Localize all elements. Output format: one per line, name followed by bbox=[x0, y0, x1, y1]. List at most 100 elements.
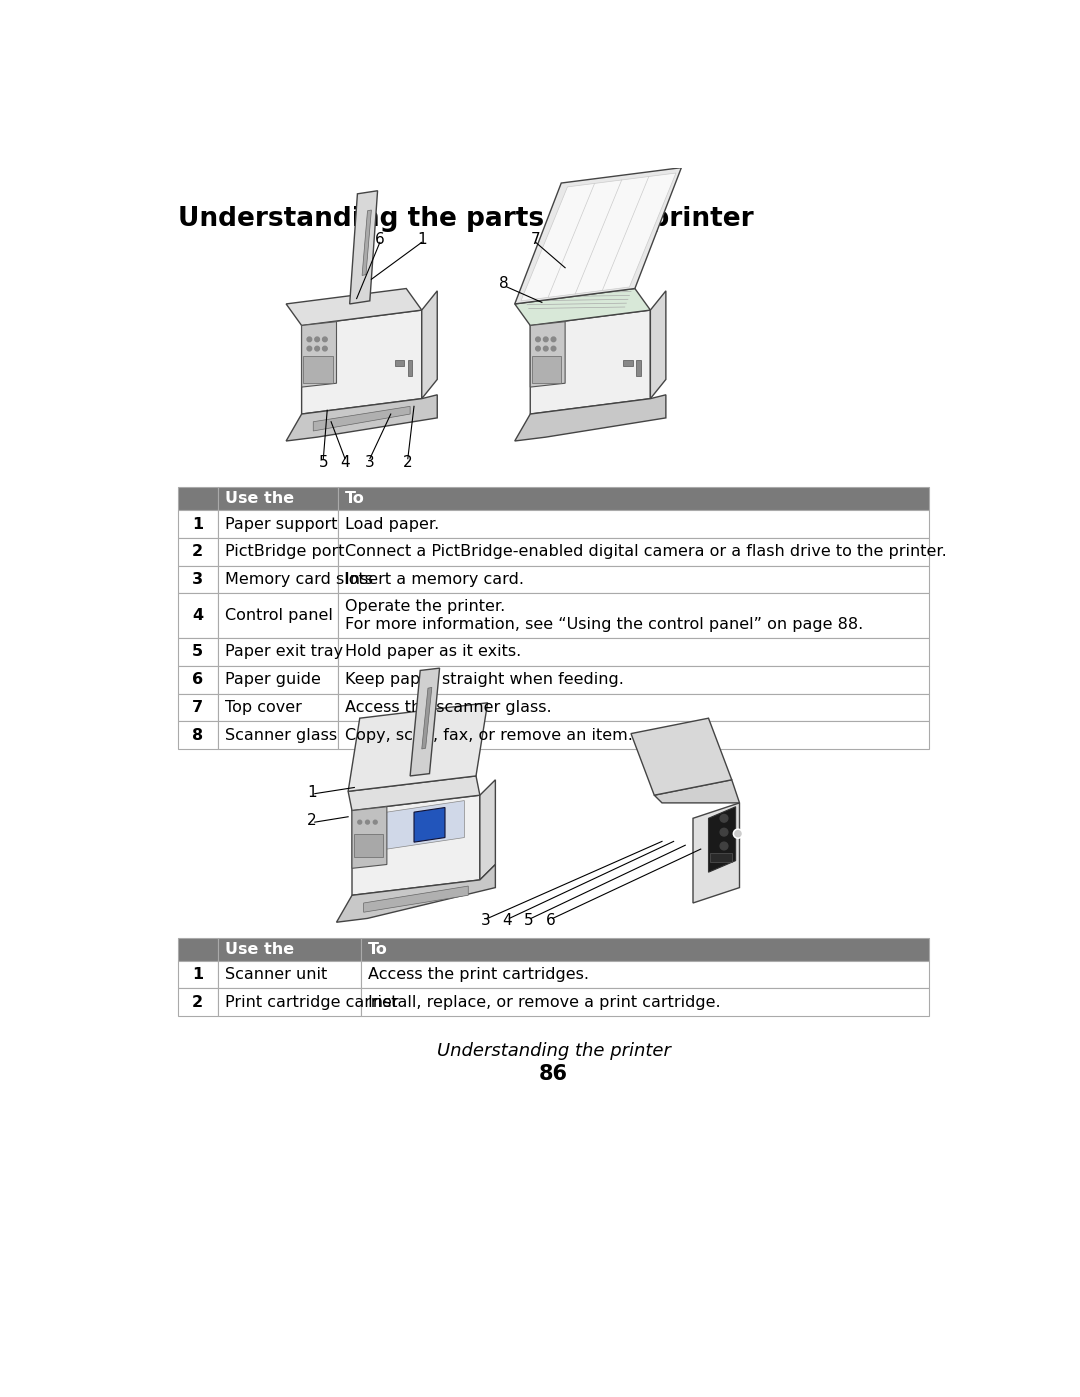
Circle shape bbox=[314, 337, 320, 342]
Text: Copy, scan, fax, or remove an item.: Copy, scan, fax, or remove an item. bbox=[345, 728, 633, 743]
Text: Access the print cartridges.: Access the print cartridges. bbox=[368, 967, 590, 982]
Bar bbox=[218, 488, 338, 510]
Polygon shape bbox=[693, 803, 740, 902]
Circle shape bbox=[365, 820, 369, 824]
Bar bbox=[177, 721, 218, 749]
Text: Paper exit tray: Paper exit tray bbox=[225, 644, 343, 659]
Bar bbox=[636, 360, 642, 376]
Bar bbox=[338, 566, 930, 594]
Text: 6: 6 bbox=[192, 672, 203, 687]
Bar bbox=[218, 594, 338, 638]
Bar bbox=[338, 638, 930, 666]
Circle shape bbox=[307, 346, 312, 351]
Bar bbox=[218, 666, 338, 693]
Circle shape bbox=[374, 820, 377, 824]
Circle shape bbox=[307, 337, 312, 342]
Bar bbox=[394, 360, 404, 366]
Polygon shape bbox=[301, 321, 337, 387]
Bar bbox=[218, 538, 338, 566]
Polygon shape bbox=[352, 806, 387, 869]
Circle shape bbox=[543, 346, 548, 351]
Bar bbox=[218, 937, 362, 961]
Circle shape bbox=[543, 337, 548, 342]
Bar bbox=[177, 693, 218, 721]
Text: Connect a PictBridge-enabled digital camera or a flash drive to the printer.: Connect a PictBridge-enabled digital cam… bbox=[345, 545, 947, 559]
Circle shape bbox=[357, 820, 362, 824]
Bar bbox=[177, 937, 218, 961]
Text: Top cover: Top cover bbox=[225, 700, 301, 715]
Text: 2: 2 bbox=[192, 545, 203, 559]
Bar bbox=[177, 538, 218, 566]
Bar bbox=[338, 594, 930, 638]
Bar bbox=[623, 360, 633, 366]
Text: 2: 2 bbox=[307, 813, 316, 828]
Circle shape bbox=[536, 346, 540, 351]
Bar bbox=[177, 666, 218, 693]
Bar bbox=[218, 566, 338, 594]
Text: PictBridge port: PictBridge port bbox=[225, 545, 345, 559]
Text: Print cartridge carrier: Print cartridge carrier bbox=[225, 995, 399, 1010]
Polygon shape bbox=[521, 173, 676, 300]
Text: Control panel: Control panel bbox=[225, 608, 333, 623]
Text: 1: 1 bbox=[192, 967, 203, 982]
Polygon shape bbox=[286, 289, 422, 326]
Text: Paper guide: Paper guide bbox=[225, 672, 321, 687]
Polygon shape bbox=[422, 687, 432, 749]
Text: 1: 1 bbox=[307, 785, 316, 799]
Text: 3: 3 bbox=[365, 455, 375, 469]
Circle shape bbox=[314, 346, 320, 351]
Circle shape bbox=[551, 346, 556, 351]
Text: Operate the printer.: Operate the printer. bbox=[345, 599, 505, 615]
Bar bbox=[218, 989, 362, 1016]
Bar bbox=[338, 510, 930, 538]
Text: Hold paper as it exits.: Hold paper as it exits. bbox=[345, 644, 522, 659]
Bar bbox=[531, 356, 562, 383]
Text: Memory card slots: Memory card slots bbox=[225, 573, 373, 587]
Bar bbox=[218, 961, 362, 989]
Bar bbox=[353, 834, 383, 856]
Text: Use the: Use the bbox=[225, 942, 294, 957]
Text: 4: 4 bbox=[502, 914, 512, 928]
Bar bbox=[218, 510, 338, 538]
Polygon shape bbox=[530, 310, 650, 414]
Text: Paper support: Paper support bbox=[225, 517, 337, 532]
Bar bbox=[177, 566, 218, 594]
Text: To: To bbox=[345, 492, 365, 506]
Circle shape bbox=[734, 831, 741, 837]
Text: Scanner glass: Scanner glass bbox=[225, 728, 337, 743]
Circle shape bbox=[720, 828, 728, 835]
Text: 6: 6 bbox=[545, 914, 555, 928]
Bar bbox=[338, 693, 930, 721]
Bar bbox=[177, 488, 218, 510]
Bar bbox=[338, 666, 930, 693]
Polygon shape bbox=[414, 807, 445, 842]
Text: Use the: Use the bbox=[225, 492, 294, 506]
Polygon shape bbox=[313, 407, 410, 432]
Text: Install, replace, or remove a print cartridge.: Install, replace, or remove a print cart… bbox=[368, 995, 721, 1010]
Bar bbox=[338, 488, 930, 510]
Text: To: To bbox=[368, 942, 388, 957]
Polygon shape bbox=[372, 800, 464, 851]
Polygon shape bbox=[515, 395, 666, 441]
Polygon shape bbox=[480, 780, 496, 880]
Text: 7: 7 bbox=[531, 232, 540, 247]
Bar bbox=[303, 356, 333, 383]
Polygon shape bbox=[348, 703, 488, 791]
Text: 3: 3 bbox=[192, 573, 203, 587]
Text: 4: 4 bbox=[192, 608, 203, 623]
Bar bbox=[338, 721, 930, 749]
Text: 1: 1 bbox=[417, 232, 427, 247]
Circle shape bbox=[536, 337, 540, 342]
Bar bbox=[408, 360, 413, 376]
Polygon shape bbox=[410, 668, 440, 775]
Bar bbox=[177, 989, 218, 1016]
Text: 86: 86 bbox=[539, 1065, 568, 1084]
Text: Scanner unit: Scanner unit bbox=[225, 967, 327, 982]
Bar bbox=[362, 937, 930, 961]
Circle shape bbox=[551, 337, 556, 342]
Bar bbox=[710, 854, 732, 862]
Text: Understanding the parts of the printer: Understanding the parts of the printer bbox=[177, 207, 753, 232]
Text: 8: 8 bbox=[192, 728, 203, 743]
Polygon shape bbox=[530, 321, 565, 387]
Polygon shape bbox=[654, 780, 740, 803]
